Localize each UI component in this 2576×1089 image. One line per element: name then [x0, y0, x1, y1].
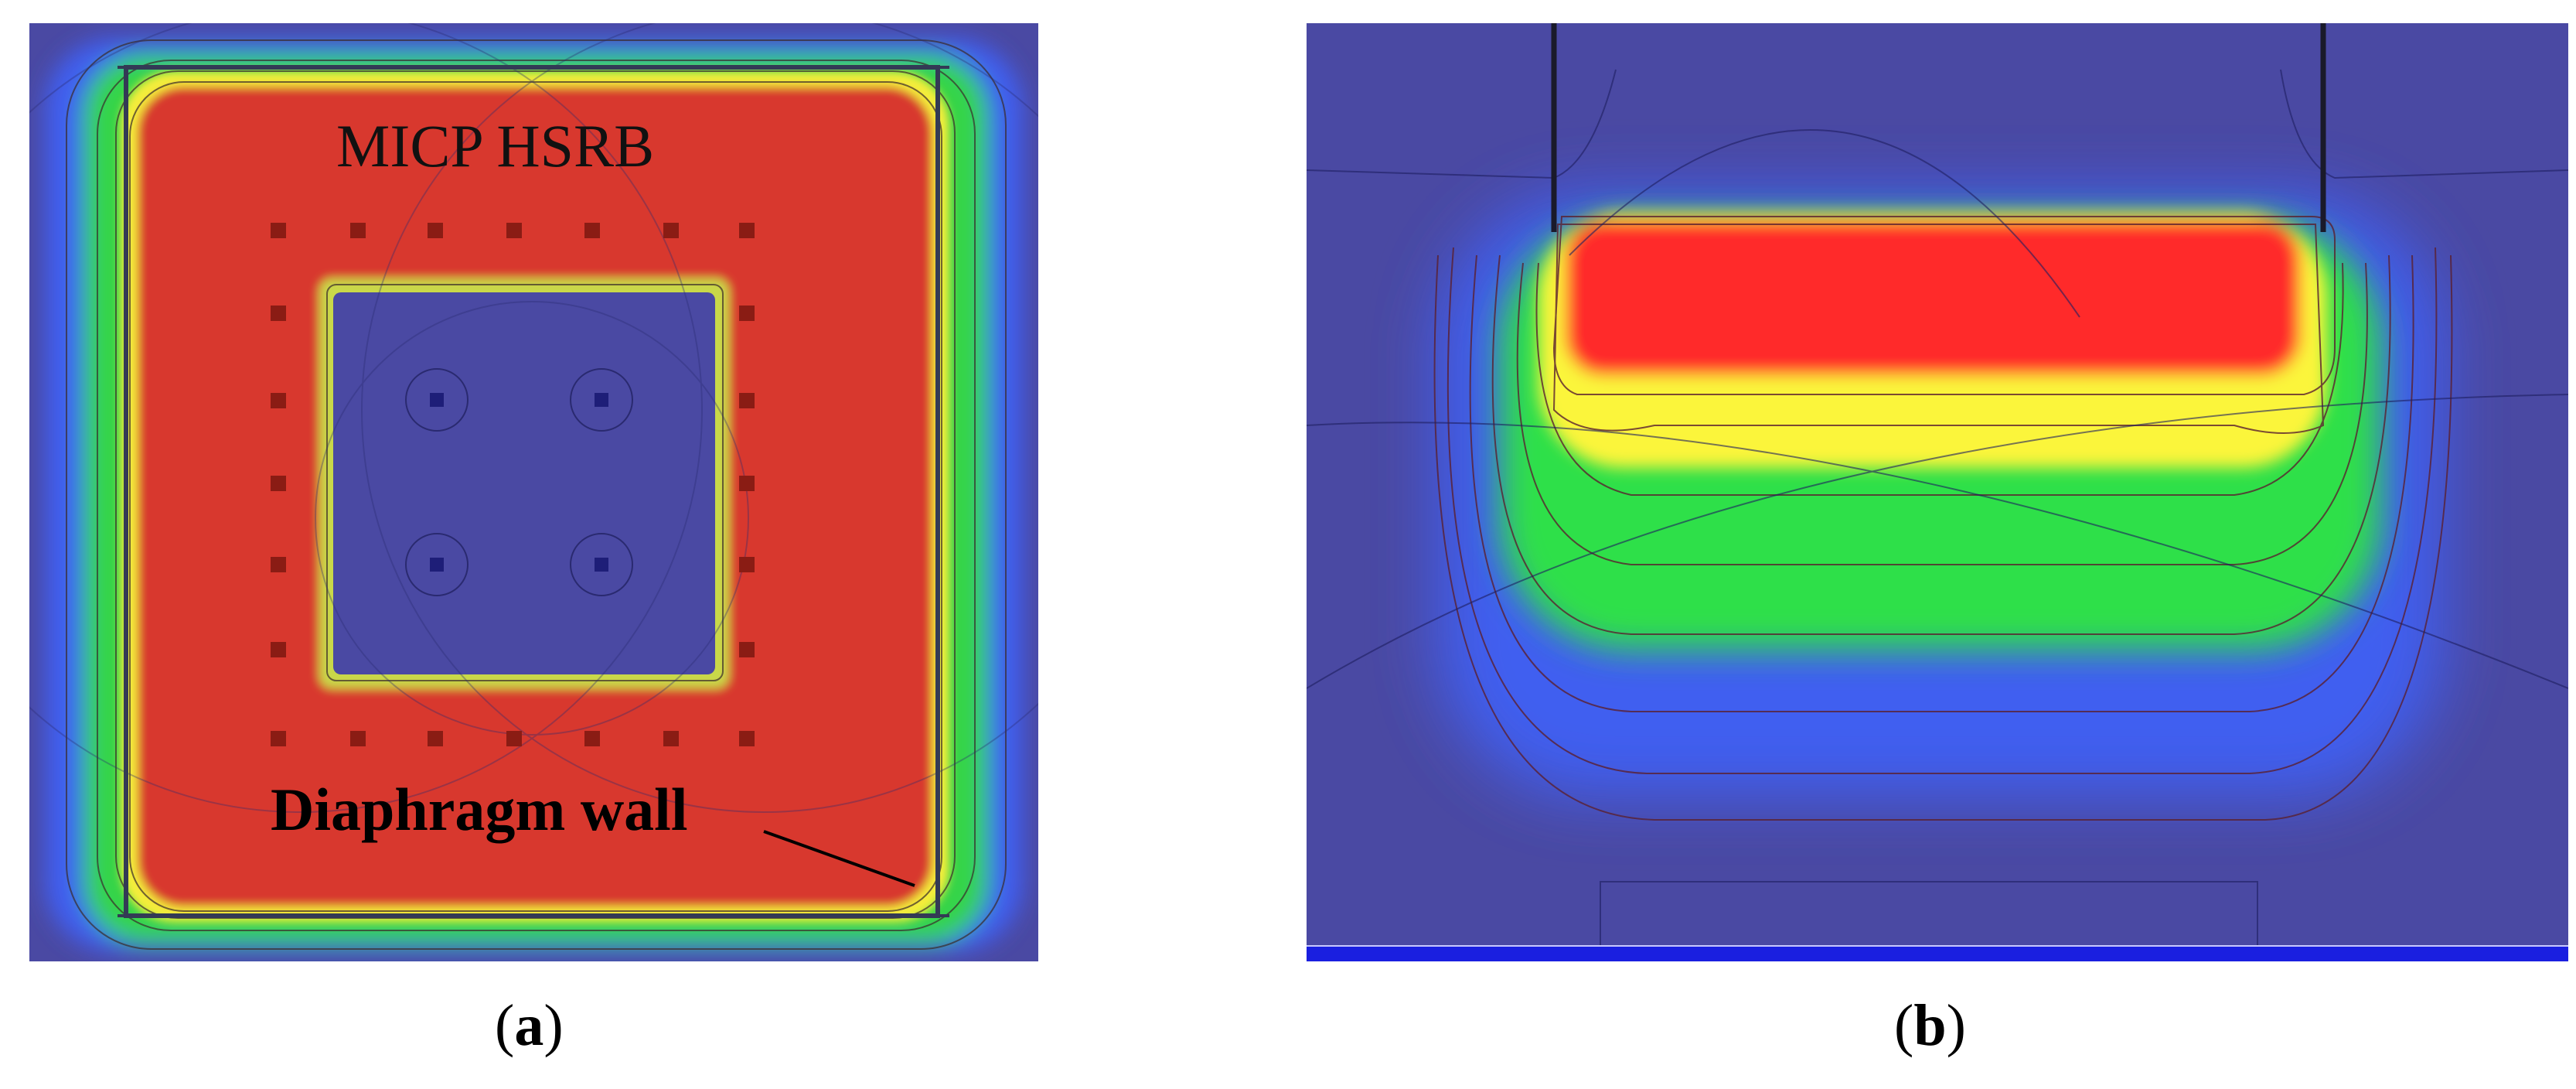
panel-a-wall-leader-line [763, 830, 915, 887]
panel-b-contour-plot [1307, 23, 2568, 961]
panel-a-contour-plot [29, 23, 1038, 961]
panel-a-contour-4 [129, 81, 942, 912]
caption-b: (b) [1894, 993, 1966, 1058]
panel-a-contour-outer [66, 39, 1007, 950]
panel-a-contour-inner [326, 284, 724, 681]
panel-a-wall-label: Diaphragm wall [271, 776, 688, 843]
panel-a-injection-markers [271, 223, 755, 746]
panel-a-contour-2 [97, 60, 976, 931]
panel-b-red-zone [1566, 220, 2300, 375]
panel-a-title-label: MICP HSRB [336, 112, 655, 179]
panel-a-wells [405, 368, 633, 596]
panel-a-inner-pit [333, 292, 715, 674]
panel-b-axis-bar [1307, 946, 2568, 961]
panel-b-section-view [1307, 23, 2568, 961]
caption-a: (a) [495, 993, 564, 1058]
panel-a-plan-view: MICP HSRB Diaphragm wall [29, 23, 1038, 961]
